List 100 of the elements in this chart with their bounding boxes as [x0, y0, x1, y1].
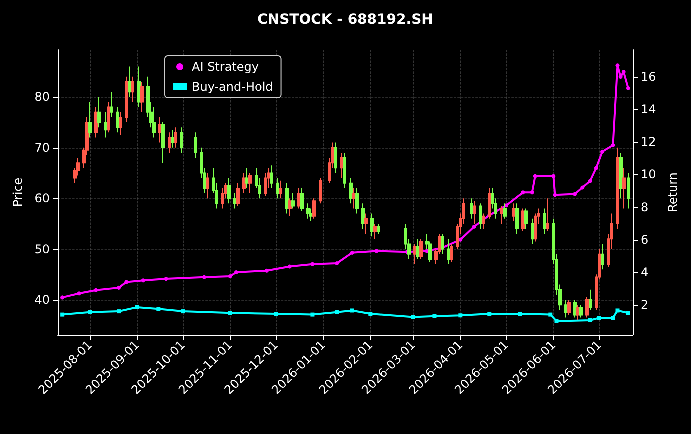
- point: [588, 179, 592, 184]
- candlestick: [524, 208, 528, 230]
- candlestick: [564, 300, 568, 318]
- y2-tick-label: 14: [641, 102, 656, 117]
- candlestick: [312, 198, 316, 220]
- candlestick: [500, 206, 504, 224]
- candlestick: [319, 178, 322, 204]
- y-tick-label: 60: [34, 192, 50, 206]
- candlestick: [515, 203, 519, 235]
- point: [458, 314, 463, 318]
- legend-label: AI Strategy: [192, 60, 259, 74]
- candlestick: [140, 81, 144, 113]
- candlestick: [180, 127, 183, 154]
- point: [472, 224, 476, 229]
- y2-tick-label: 10: [641, 168, 656, 182]
- candlestick: [194, 132, 197, 159]
- point: [374, 249, 379, 254]
- y2-tick-label: 8: [641, 200, 649, 214]
- point: [530, 190, 534, 195]
- point: [60, 312, 65, 317]
- point: [432, 314, 437, 318]
- candlestick: [479, 203, 482, 230]
- candlestick: [242, 172, 246, 194]
- point: [616, 308, 620, 313]
- point: [580, 186, 585, 190]
- point: [552, 174, 556, 178]
- point: [553, 193, 558, 198]
- candlestick: [171, 130, 174, 148]
- point: [135, 305, 140, 310]
- point: [518, 312, 522, 316]
- candlestick: [116, 106, 119, 134]
- candlestick: [233, 193, 237, 210]
- point: [573, 192, 578, 196]
- candlestick: [245, 168, 249, 189]
- y2-tick-label: 6: [641, 232, 649, 247]
- point: [488, 312, 492, 316]
- point: [611, 316, 616, 320]
- candlestick: [361, 203, 365, 230]
- y2-tick-label: 2: [641, 298, 649, 312]
- point: [228, 274, 232, 279]
- y-tick-label: 40: [34, 293, 50, 308]
- point: [181, 310, 186, 314]
- candlestick: [300, 188, 304, 212]
- y2-tick-label: 12: [641, 135, 656, 150]
- candlestick: [97, 96, 101, 128]
- candlestick: [450, 244, 453, 262]
- point: [616, 64, 620, 68]
- point: [288, 264, 292, 269]
- candlestick: [88, 102, 92, 138]
- y-axis-title: Price: [10, 178, 25, 208]
- candlestick: [447, 238, 450, 266]
- candlestick: [619, 152, 623, 200]
- candlestick: [349, 178, 353, 204]
- point: [77, 292, 82, 296]
- point: [611, 143, 616, 148]
- candlestick: [413, 244, 417, 266]
- point: [117, 310, 122, 314]
- candlestick: [131, 76, 134, 103]
- point: [622, 70, 626, 74]
- candlestick: [531, 218, 534, 245]
- candlestick: [168, 132, 171, 154]
- point: [554, 319, 559, 324]
- point: [626, 86, 630, 90]
- candlestick: [158, 116, 162, 144]
- candlestick: [285, 182, 289, 214]
- candlestick: [306, 203, 310, 220]
- candlestick: [585, 296, 589, 318]
- candlestick: [616, 147, 619, 230]
- point: [94, 288, 98, 292]
- point: [368, 312, 373, 316]
- candlestick: [601, 244, 604, 270]
- candlestick: [227, 178, 231, 204]
- candlestick: [236, 182, 240, 207]
- candlestick: [288, 198, 292, 217]
- candlestick: [137, 66, 141, 108]
- y-tick-label: 70: [34, 140, 50, 155]
- candlestick: [206, 172, 209, 200]
- point: [202, 275, 206, 280]
- candlestick: [107, 102, 110, 134]
- candlestick: [352, 188, 356, 210]
- point: [141, 278, 146, 283]
- candlestick: [473, 200, 476, 224]
- point: [350, 308, 354, 313]
- point: [60, 296, 65, 300]
- point: [458, 238, 463, 242]
- point: [164, 276, 168, 281]
- point: [234, 270, 238, 274]
- point: [310, 312, 315, 317]
- candlestick: [340, 152, 343, 179]
- candlestick: [94, 106, 98, 138]
- candlestick: [567, 300, 571, 316]
- candlestick: [125, 76, 128, 124]
- candlestick: [364, 213, 368, 235]
- point: [264, 268, 269, 273]
- point: [521, 190, 526, 195]
- point: [335, 310, 340, 314]
- point: [228, 311, 232, 316]
- candlestick: [627, 172, 630, 210]
- candlestick: [221, 188, 224, 210]
- candlestick: [482, 213, 485, 230]
